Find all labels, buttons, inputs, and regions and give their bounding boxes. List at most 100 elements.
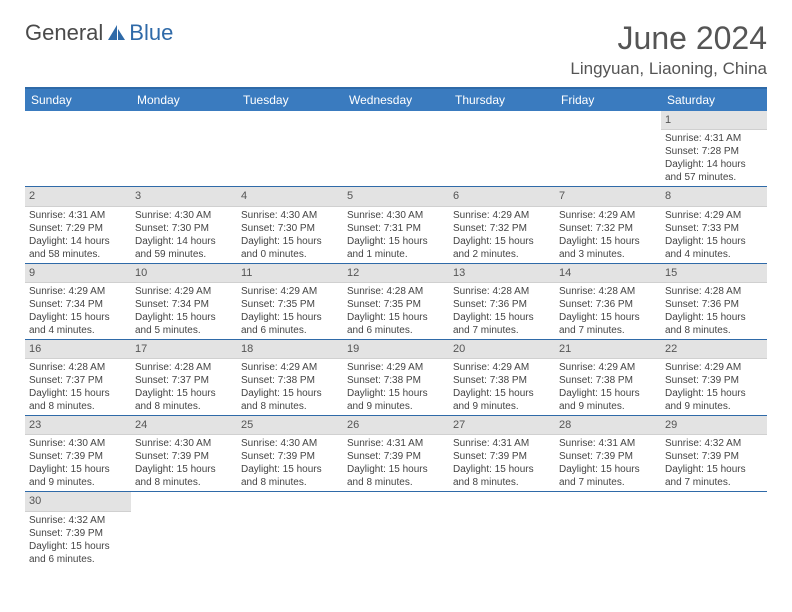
sunset-text: Sunset: 7:36 PM (665, 298, 763, 311)
logo-text-2: Blue (129, 20, 173, 46)
calendar-cell: 8Sunrise: 4:29 AMSunset: 7:33 PMDaylight… (661, 187, 767, 263)
sunrise-text: Sunrise: 4:32 AM (665, 437, 763, 450)
daylight-text: Daylight: 15 hours and 9 minutes. (347, 387, 445, 413)
daylight-text: Daylight: 15 hours and 5 minutes. (135, 311, 233, 337)
day-number: 28 (555, 416, 661, 435)
daylight-text: Daylight: 15 hours and 7 minutes. (559, 311, 657, 337)
calendar-cell (555, 111, 661, 187)
sunrise-text: Sunrise: 4:29 AM (29, 285, 127, 298)
daylight-text: Daylight: 15 hours and 8 minutes. (241, 387, 339, 413)
calendar-cell (131, 111, 237, 187)
calendar-cell: 5Sunrise: 4:30 AMSunset: 7:31 PMDaylight… (343, 187, 449, 263)
calendar-cell: 21Sunrise: 4:29 AMSunset: 7:38 PMDayligh… (555, 339, 661, 415)
sunrise-text: Sunrise: 4:28 AM (559, 285, 657, 298)
sunset-text: Sunset: 7:38 PM (453, 374, 551, 387)
sunset-text: Sunset: 7:34 PM (29, 298, 127, 311)
day-number: 6 (449, 187, 555, 206)
daylight-text: Daylight: 15 hours and 7 minutes. (559, 463, 657, 489)
calendar-cell: 20Sunrise: 4:29 AMSunset: 7:38 PMDayligh… (449, 339, 555, 415)
calendar-cell: 28Sunrise: 4:31 AMSunset: 7:39 PMDayligh… (555, 416, 661, 492)
daylight-text: Daylight: 15 hours and 9 minutes. (453, 387, 551, 413)
sunrise-text: Sunrise: 4:29 AM (665, 361, 763, 374)
sunset-text: Sunset: 7:39 PM (559, 450, 657, 463)
day-number: 26 (343, 416, 449, 435)
calendar-cell: 11Sunrise: 4:29 AMSunset: 7:35 PMDayligh… (237, 263, 343, 339)
calendar-cell: 2 Sunrise: 4:31 AMSunset: 7:29 PMDaylight… (25, 187, 131, 263)
sunset-text: Sunset: 7:36 PM (559, 298, 657, 311)
sunset-text: Sunset: 7:29 PM (29, 222, 127, 235)
day-body: Sunrise: 4:29 AMSunset: 7:38 PMDaylight:… (449, 359, 555, 415)
daylight-text: Daylight: 15 hours and 8 minutes. (665, 311, 763, 337)
calendar-row: 2 Sunrise: 4:31 AMSunset: 7:29 PMDaylight… (25, 187, 767, 263)
header: General Blue June 2024 Lingyuan, Liaonin… (25, 20, 767, 79)
day-body: Sunrise: 4:28 AMSunset: 7:36 PMDaylight:… (661, 283, 767, 339)
sunset-text: Sunset: 7:37 PM (135, 374, 233, 387)
day-number: 4 (237, 187, 343, 206)
sunrise-text: Sunrise: 4:31 AM (559, 437, 657, 450)
sunrise-text: Sunrise: 4:29 AM (241, 361, 339, 374)
sunrise-text: Sunrise: 4:29 AM (347, 361, 445, 374)
calendar-cell: 6Sunrise: 4:29 AMSunset: 7:32 PMDaylight… (449, 187, 555, 263)
calendar-cell: 18Sunrise: 4:29 AMSunset: 7:38 PMDayligh… (237, 339, 343, 415)
daylight-text: Daylight: 14 hours and 58 minutes. (29, 235, 127, 261)
calendar-cell (343, 111, 449, 187)
day-body: Sunrise: 4:28 AMSunset: 7:37 PMDaylight:… (25, 359, 131, 415)
calendar-cell: 19Sunrise: 4:29 AMSunset: 7:38 PMDayligh… (343, 339, 449, 415)
day-number: 8 (661, 187, 767, 206)
calendar-cell: 24Sunrise: 4:30 AMSunset: 7:39 PMDayligh… (131, 416, 237, 492)
day-number: 16 (25, 340, 131, 359)
calendar-cell: 27Sunrise: 4:31 AMSunset: 7:39 PMDayligh… (449, 416, 555, 492)
calendar-row: 23Sunrise: 4:30 AMSunset: 7:39 PMDayligh… (25, 416, 767, 492)
calendar-cell (661, 492, 767, 568)
sunrise-text: Sunrise: 4:28 AM (665, 285, 763, 298)
title-block: June 2024 Lingyuan, Liaoning, China (570, 20, 767, 79)
day-number: 24 (131, 416, 237, 435)
calendar-cell: 25Sunrise: 4:30 AMSunset: 7:39 PMDayligh… (237, 416, 343, 492)
sunrise-text: Sunrise: 4:29 AM (135, 285, 233, 298)
day-body: Sunrise: 4:28 AMSunset: 7:36 PMDaylight:… (449, 283, 555, 339)
day-number: 22 (661, 340, 767, 359)
weekday-header: Sunday (25, 89, 131, 111)
sunrise-text: Sunrise: 4:29 AM (241, 285, 339, 298)
weekday-header: Monday (131, 89, 237, 111)
day-number: 2 (25, 187, 131, 206)
daylight-text: Daylight: 15 hours and 7 minutes. (665, 463, 763, 489)
day-number: 10 (131, 264, 237, 283)
day-body: Sunrise: 4:29 AMSunset: 7:32 PMDaylight:… (555, 207, 661, 263)
calendar-cell: 23Sunrise: 4:30 AMSunset: 7:39 PMDayligh… (25, 416, 131, 492)
calendar-row: 1Sunrise: 4:31 AMSunset: 7:28 PMDaylight… (25, 111, 767, 187)
day-body: Sunrise: 4:29 AMSunset: 7:38 PMDaylight:… (237, 359, 343, 415)
sunrise-text: Sunrise: 4:32 AM (29, 514, 127, 527)
calendar-cell: 4Sunrise: 4:30 AMSunset: 7:30 PMDaylight… (237, 187, 343, 263)
daylight-text: Daylight: 14 hours and 57 minutes. (665, 158, 763, 184)
day-number: 21 (555, 340, 661, 359)
day-body: Sunrise: 4:29 AMSunset: 7:39 PMDaylight:… (661, 359, 767, 415)
sunset-text: Sunset: 7:30 PM (241, 222, 339, 235)
day-body: Sunrise: 4:31 AMSunset: 7:39 PMDaylight:… (555, 435, 661, 491)
day-body: Sunrise: 4:28 AMSunset: 7:35 PMDaylight:… (343, 283, 449, 339)
day-body: Sunrise: 4:30 AMSunset: 7:39 PMDaylight:… (131, 435, 237, 491)
day-number: 29 (661, 416, 767, 435)
day-number: 14 (555, 264, 661, 283)
calendar-cell (237, 492, 343, 568)
daylight-text: Daylight: 15 hours and 6 minutes. (347, 311, 445, 337)
day-number: 1 (661, 111, 767, 130)
calendar-row: 30Sunrise: 4:32 AMSunset: 7:39 PMDayligh… (25, 492, 767, 568)
day-body: Sunrise: 4:29 AMSunset: 7:38 PMDaylight:… (343, 359, 449, 415)
calendar-cell (131, 492, 237, 568)
calendar-row: 9Sunrise: 4:29 AMSunset: 7:34 PMDaylight… (25, 263, 767, 339)
weekday-header: Friday (555, 89, 661, 111)
day-body: Sunrise: 4:29 AMSunset: 7:35 PMDaylight:… (237, 283, 343, 339)
day-number: 3 (131, 187, 237, 206)
sunset-text: Sunset: 7:35 PM (347, 298, 445, 311)
sunrise-text: Sunrise: 4:30 AM (241, 209, 339, 222)
calendar-cell: 1Sunrise: 4:31 AMSunset: 7:28 PMDaylight… (661, 111, 767, 187)
day-body: Sunrise: 4:30 AMSunset: 7:31 PMDaylight:… (343, 207, 449, 263)
sunset-text: Sunset: 7:39 PM (665, 374, 763, 387)
day-body: Sunrise: 4:31 AMSunset: 7:39 PMDaylight:… (449, 435, 555, 491)
sunrise-text: Sunrise: 4:31 AM (29, 209, 127, 222)
calendar-cell: 10Sunrise: 4:29 AMSunset: 7:34 PMDayligh… (131, 263, 237, 339)
sunset-text: Sunset: 7:39 PM (135, 450, 233, 463)
daylight-text: Daylight: 15 hours and 9 minutes. (559, 387, 657, 413)
calendar-cell: 30Sunrise: 4:32 AMSunset: 7:39 PMDayligh… (25, 492, 131, 568)
